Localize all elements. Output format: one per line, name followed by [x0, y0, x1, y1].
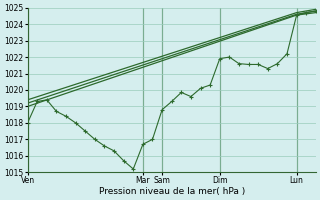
X-axis label: Pression niveau de la mer( hPa ): Pression niveau de la mer( hPa )	[99, 187, 245, 196]
